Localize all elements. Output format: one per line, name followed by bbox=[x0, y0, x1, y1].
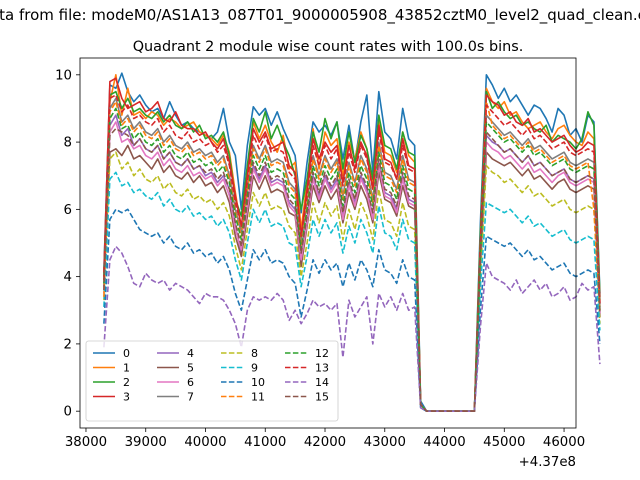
x-tick-label: 45000 bbox=[483, 435, 525, 450]
y-tick-label: 8 bbox=[64, 136, 72, 151]
x-axis-offset-label: +4.37e8 bbox=[519, 455, 576, 470]
legend-label-10: 10 bbox=[251, 376, 265, 389]
figure-suptitle: Data from file: modeM0/AS1A13_087T01_900… bbox=[0, 6, 640, 25]
series-line-5 bbox=[103, 144, 601, 412]
legend-label-0: 0 bbox=[123, 347, 130, 360]
y-tick-label: 2 bbox=[64, 337, 72, 352]
series-line-12 bbox=[103, 107, 601, 412]
series-line-10 bbox=[103, 208, 601, 412]
x-axis: 38000 39000 40000 41000 42000 43000 44000 45000… bbox=[65, 428, 585, 450]
y-tick-label: 10 bbox=[55, 68, 72, 83]
series-line-13 bbox=[103, 94, 601, 412]
legend-label-14: 14 bbox=[315, 376, 329, 389]
legend-label-8: 8 bbox=[251, 347, 258, 360]
series-line-15 bbox=[103, 127, 601, 412]
plot-series-layer bbox=[103, 72, 601, 412]
series-line-11 bbox=[103, 100, 601, 412]
y-tick-label: 4 bbox=[64, 270, 72, 285]
x-tick-label: 42000 bbox=[304, 435, 346, 450]
series-line-2 bbox=[103, 90, 601, 412]
series-line-9 bbox=[103, 171, 601, 412]
legend-label-11: 11 bbox=[251, 391, 265, 404]
series-line-3 bbox=[103, 77, 601, 412]
legend-label-3: 3 bbox=[123, 391, 130, 404]
series-line-14 bbox=[103, 245, 601, 412]
legend-label-12: 12 bbox=[315, 347, 329, 360]
legend-label-6: 6 bbox=[187, 376, 194, 389]
y-tick-label: 6 bbox=[64, 203, 72, 218]
y-axis: 0 2 4 6 8 10 bbox=[55, 68, 80, 420]
x-tick-label: 46000 bbox=[543, 435, 585, 450]
plot-frame bbox=[79, 57, 577, 429]
legend-label-2: 2 bbox=[123, 376, 130, 389]
x-tick-label: 44000 bbox=[423, 435, 465, 450]
legend-label-1: 1 bbox=[123, 362, 130, 375]
legend-label-4: 4 bbox=[187, 347, 194, 360]
x-tick-label: 38000 bbox=[65, 435, 107, 450]
legend-label-13: 13 bbox=[315, 362, 329, 375]
legend-box bbox=[85, 340, 339, 422]
series-line-6 bbox=[103, 121, 601, 412]
x-tick-label: 43000 bbox=[364, 435, 406, 450]
x-tick-label: 40000 bbox=[184, 435, 226, 450]
x-tick-label: 41000 bbox=[244, 435, 286, 450]
legend-label-9: 9 bbox=[251, 362, 258, 375]
chart-title: Quadrant 2 module wise count rates with … bbox=[133, 39, 524, 55]
legend-label-15: 15 bbox=[315, 391, 329, 404]
legend-label-7: 7 bbox=[187, 391, 194, 404]
x-tick-label: 39000 bbox=[125, 435, 167, 450]
series-line-7 bbox=[103, 97, 601, 412]
series-line-8 bbox=[103, 151, 601, 412]
y-tick-label: 0 bbox=[64, 405, 72, 420]
legend-label-5: 5 bbox=[187, 362, 194, 375]
